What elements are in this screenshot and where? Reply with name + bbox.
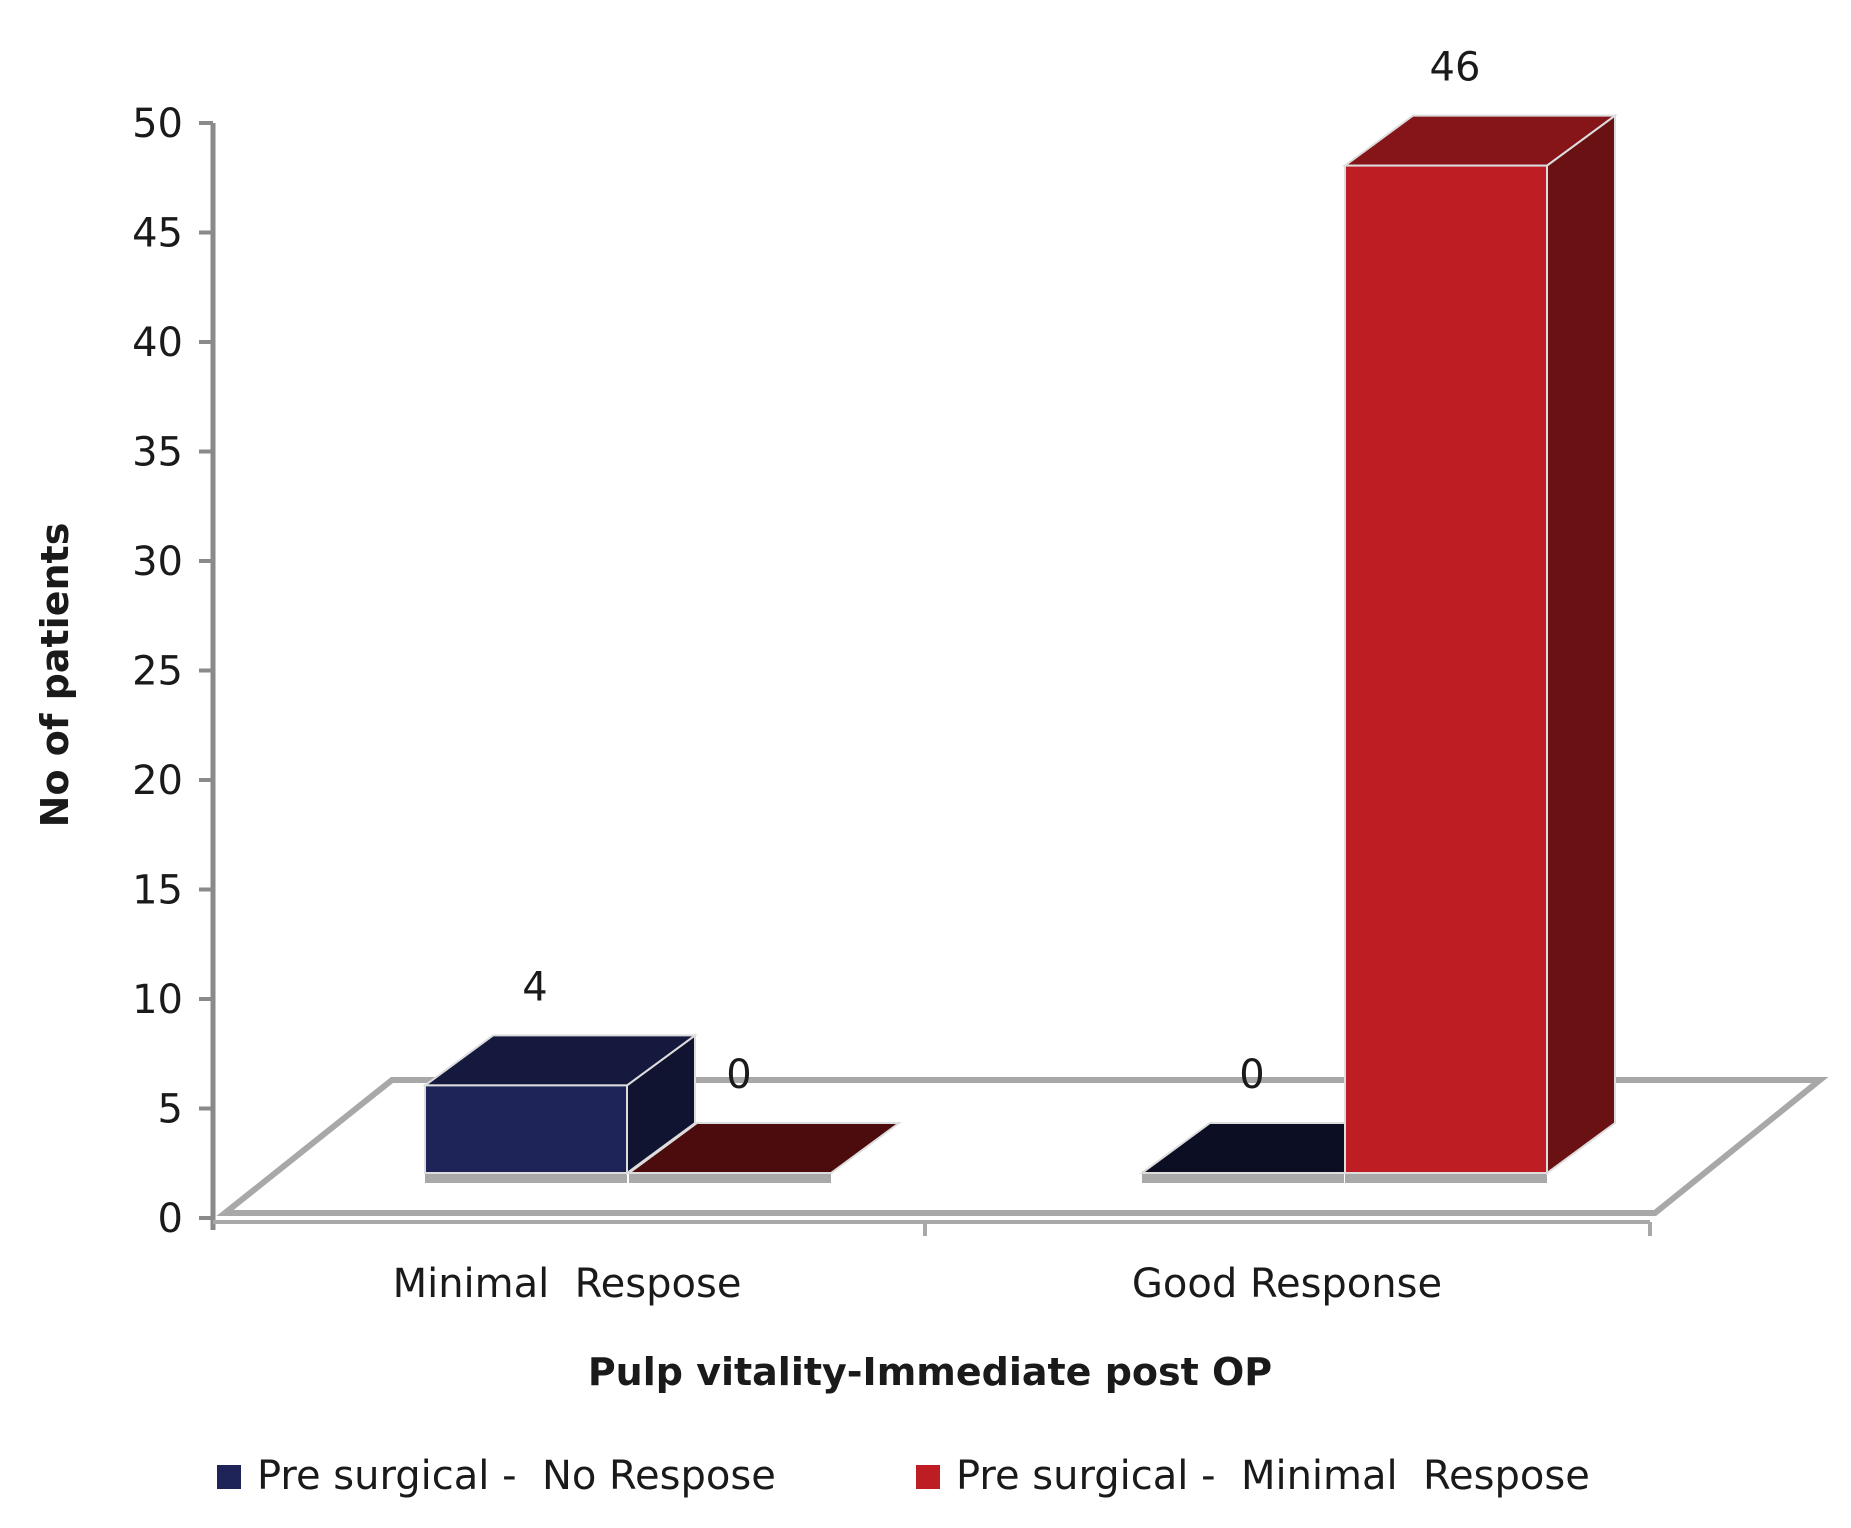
y-tick-label: 30 [132,539,183,585]
y-tick-label: 0 [158,1196,183,1242]
legend-swatch [217,1465,241,1489]
x-axis-categories: Minimal Respose Good Response [213,1220,1652,1307]
data-label: 0 [726,1052,751,1098]
x-axis-title: Pulp vitality-Immediate post OP [588,1350,1272,1394]
y-tick-label: 35 [132,430,183,476]
y-tick-label: 5 [158,1087,183,1133]
legend-item: Pre surgical - Minimal Respose [916,1453,1590,1499]
y-tick-label: 45 [132,211,183,257]
y-tick-label: 15 [132,868,183,914]
y-tick-label: 40 [132,320,183,366]
bar-0-0 [421,1033,699,1183]
y-axis-title: No of patients [33,523,77,828]
legend-label: Pre surgical - No Respose [257,1453,776,1499]
y-tick-label: 25 [132,649,183,695]
legend: Pre surgical - No Respose Pre surgical - … [217,1453,1590,1499]
x-category-label: Good Response [1132,1261,1442,1307]
y-tick-label: 20 [132,758,183,804]
data-labels: 4 0 0 46 [522,45,1480,1098]
bar-1-1 [1341,113,1619,1183]
data-label: 0 [1239,1052,1264,1098]
y-axis: 0 5 10 15 20 25 30 35 40 45 50 [132,101,216,1242]
y-tick-label: 50 [132,101,183,147]
y-tick-label: 10 [132,977,183,1023]
data-label: 4 [522,964,547,1010]
bar-0-1 [625,1122,903,1183]
x-category-label: Minimal Respose [393,1261,742,1307]
legend-label: Pre surgical - Minimal Respose [956,1453,1590,1499]
legend-swatch [916,1465,940,1489]
bars [421,113,1619,1183]
legend-item: Pre surgical - No Respose [217,1453,776,1499]
data-label: 46 [1430,45,1481,91]
